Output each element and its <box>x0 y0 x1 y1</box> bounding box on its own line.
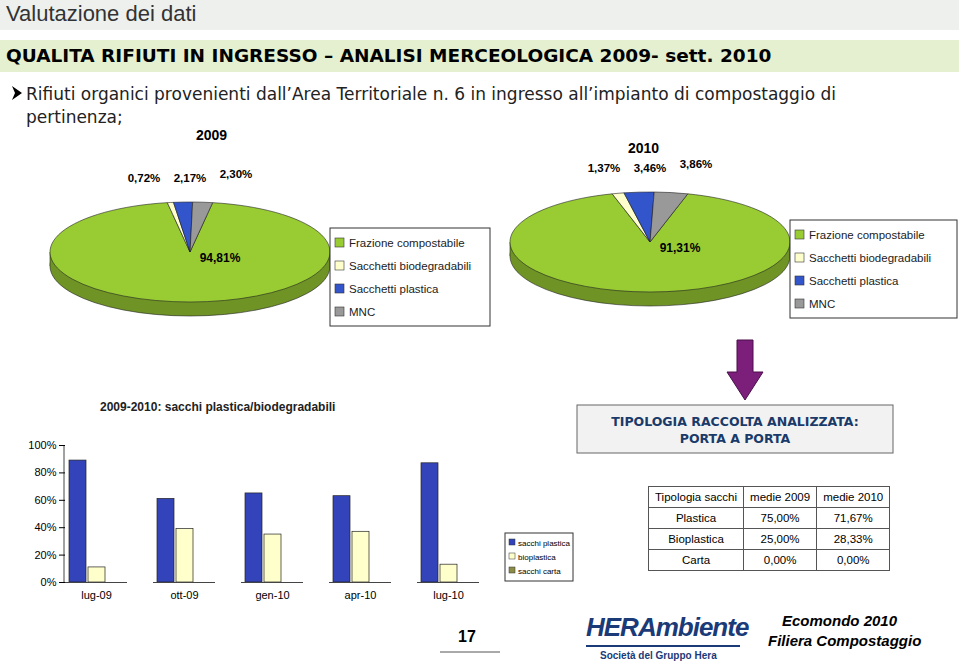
svg-text:94,81%: 94,81% <box>200 251 241 265</box>
html-text:QUALITA RIFIUTI IN INGRESSO –: QUALITA RIFIUTI IN INGRESSO – ANALISI ME… <box>6 45 772 66</box>
svg-text:Sacchetti plastica: Sacchetti plastica <box>809 275 899 287</box>
html-text:0,00%: 0,00% <box>836 554 870 566</box>
svg-text:2010: 2010 <box>628 140 659 156</box>
svg-text:lug-10: lug-10 <box>433 589 464 601</box>
svg-text:3,86%: 3,86% <box>680 158 713 170</box>
svg-text:2009: 2009 <box>196 127 227 143</box>
html-text:HERAmbiente: HERAmbiente <box>586 612 749 642</box>
svg-text:80%: 80% <box>34 466 56 478</box>
svg-text:0%: 0% <box>41 576 57 588</box>
svg-text:Sacchetti plastica: Sacchetti plastica <box>349 283 439 295</box>
html-text:71,67%: 71,67% <box>833 512 873 524</box>
html-text:Bioplastica: Bioplastica <box>668 533 724 545</box>
html-text:25,00%: 25,00% <box>760 533 800 545</box>
svg-text:40%: 40% <box>34 521 56 533</box>
svg-text:Sacchetti biodegradabili: Sacchetti biodegradabili <box>349 260 471 272</box>
svg-text:Frazione compostabile: Frazione compostabile <box>349 237 465 249</box>
svg-text:0,72%: 0,72% <box>128 172 161 184</box>
html-text:Tipologia sacchi: Tipologia sacchi <box>655 491 737 503</box>
svg-text:lug-09: lug-09 <box>81 589 112 601</box>
html-text:28,33%: 28,33% <box>833 533 873 545</box>
html-text:Ecomondo 2010: Ecomondo 2010 <box>782 612 897 629</box>
svg-text:MNC: MNC <box>809 298 835 310</box>
html-text:Valutazione dei dati: Valutazione dei dati <box>6 1 197 26</box>
svg-text:Sacchetti biodegradabili: Sacchetti biodegradabili <box>809 252 931 264</box>
svg-text:60%: 60% <box>34 494 56 506</box>
html-text:2009-2010: sacchi plastica/bio: 2009-2010: sacchi plastica/biodegradabil… <box>100 400 336 414</box>
svg-text:Frazione compostabile: Frazione compostabile <box>809 229 925 241</box>
svg-text:apr-10: apr-10 <box>345 589 377 601</box>
svg-text:2,17%: 2,17% <box>174 172 207 184</box>
svg-text:2,30%: 2,30% <box>220 168 253 180</box>
html-text:Carta: Carta <box>682 554 711 566</box>
html-text:medie 2009: medie 2009 <box>750 491 811 503</box>
svg-text:TIPOLOGIA RACCOLTA ANALIZZATA:: TIPOLOGIA RACCOLTA ANALIZZATA: <box>611 414 859 429</box>
svg-text:1,37%: 1,37% <box>588 162 621 174</box>
html-text:75,00%: 75,00% <box>760 512 800 524</box>
svg-text:ott-09: ott-09 <box>170 589 198 601</box>
svg-text:PORTA A PORTA: PORTA A PORTA <box>680 431 791 446</box>
svg-text:20%: 20% <box>34 549 56 561</box>
html-text:Filiera Compostaggio: Filiera Compostaggio <box>768 632 922 649</box>
svg-text:MNC: MNC <box>349 306 375 318</box>
html-text:17: 17 <box>458 628 476 645</box>
html-text:Plastica: Plastica <box>675 512 717 524</box>
svg-text:gen-10: gen-10 <box>255 589 289 601</box>
svg-text:sacchi carta: sacchi carta <box>518 567 561 576</box>
html-text:0,00%: 0,00% <box>763 554 797 566</box>
html-text:Rifiuti organici provenienti d: Rifiuti organici provenienti dall’Area T… <box>26 84 836 127</box>
html-text:Società del Gruppo Hera: Società del Gruppo Hera <box>600 650 717 661</box>
svg-text:sacchi plastica: sacchi plastica <box>518 539 571 548</box>
svg-text:100%: 100% <box>28 439 56 451</box>
html-text:medie 2010: medie 2010 <box>823 491 884 503</box>
svg-text:3,46%: 3,46% <box>634 162 667 174</box>
svg-text:bioplastica: bioplastica <box>518 553 556 562</box>
svg-text:91,31%: 91,31% <box>660 241 701 255</box>
